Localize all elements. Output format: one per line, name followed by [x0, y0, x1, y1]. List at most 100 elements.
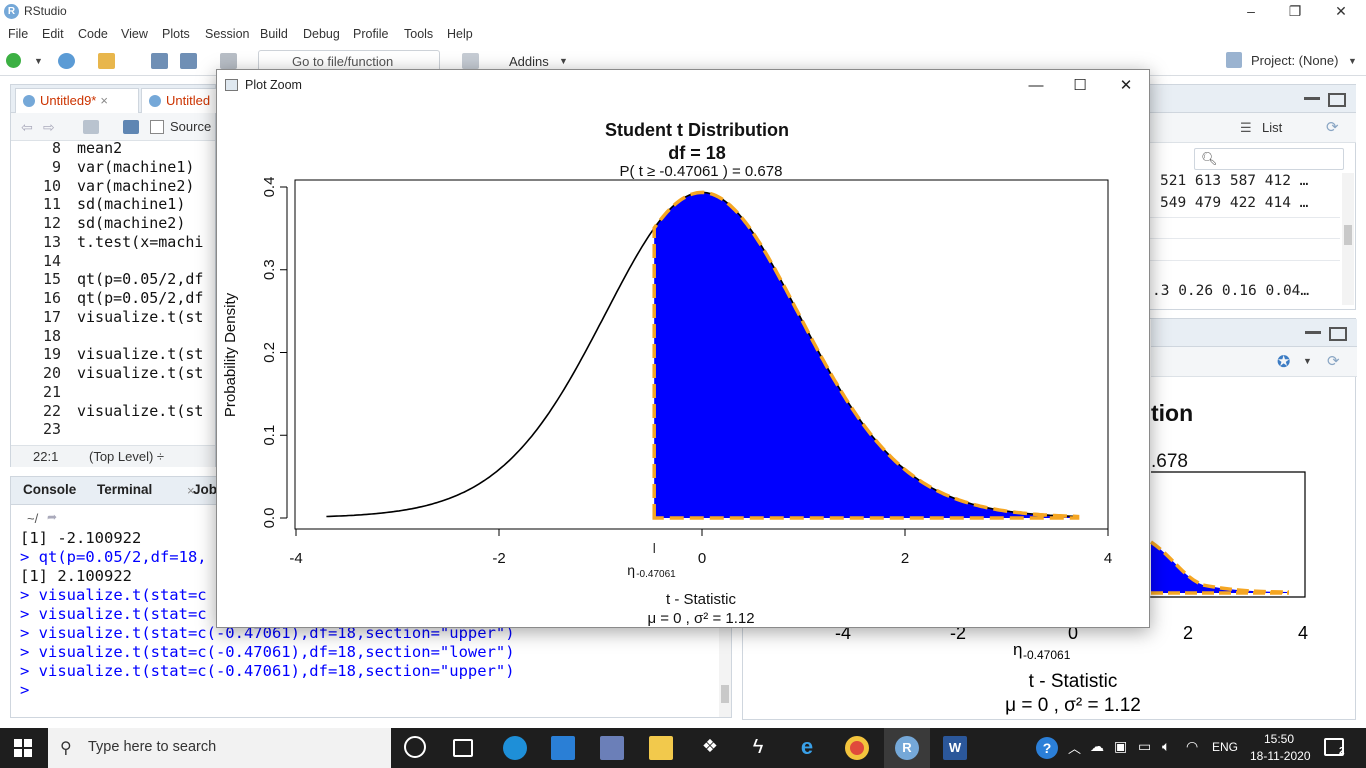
help-icon[interactable]: ? [1036, 737, 1058, 759]
tab-console[interactable]: Console [23, 482, 77, 497]
print-icon[interactable] [220, 53, 237, 69]
chevron-up-icon[interactable]: ︿ [1068, 741, 1082, 756]
edge-icon[interactable] [503, 736, 527, 760]
save-all-icon[interactable] [180, 53, 197, 69]
code-line[interactable]: qt(p=0.05/2,df [77, 289, 204, 307]
source-on-save-checkbox[interactable] [150, 120, 164, 134]
internet-explorer-icon[interactable]: e [800, 734, 814, 759]
code-line[interactable]: t.test(x=machi [77, 232, 204, 251]
console-output[interactable]: [1] -2.100922 > qt(p=0.05/2,df=18, [1] 2.1… [11, 529, 717, 719]
word-icon[interactable]: W [943, 736, 967, 760]
close-terminal-icon[interactable]: × [187, 483, 195, 498]
menu-plots[interactable]: Plots [162, 27, 190, 41]
goto-directory-icon[interactable]: ➦ [47, 510, 58, 524]
code-line[interactable]: qt(p=0.05/2,df [77, 270, 204, 289]
save-file-icon[interactable] [123, 120, 139, 134]
onedrive-icon[interactable]: ☁ [1090, 738, 1104, 754]
code-line[interactable]: sd(machine2) [77, 214, 186, 232]
cortana-icon[interactable] [404, 736, 426, 758]
show-in-window-icon[interactable] [83, 120, 99, 134]
pane-layout-icon[interactable] [462, 53, 479, 69]
code-editor[interactable]: 8 mean2 9 var(machine1) 10 var(machine2) 11 sd(… [11, 142, 215, 442]
plot-zoom-maximize-button[interactable]: ☐ [1073, 77, 1087, 94]
view-mode-select[interactable]: List [1262, 120, 1283, 135]
menu-tools[interactable]: Tools [404, 27, 434, 41]
tab-untitled9[interactable]: Untitled9* × [15, 88, 139, 113]
plot-zoom-title: Plot Zoom [245, 78, 302, 92]
menu-profile[interactable]: Profile [353, 27, 389, 41]
chart-y-tick-label: 0.0 [261, 508, 278, 529]
plot-zoom-title-bar: Plot Zoom — ☐ ✕ [217, 70, 1149, 101]
publish-chevron-down-icon[interactable]: ▼ [1303, 356, 1312, 366]
menu-code[interactable]: Code [78, 27, 108, 41]
network-adapter-icon[interactable]: ▣ [1114, 738, 1128, 754]
battery-icon[interactable]: ▭ [1138, 738, 1152, 754]
language-indicator[interactable]: ENG [1212, 740, 1239, 754]
minimize-window-button[interactable]: – [1247, 3, 1255, 19]
open-file-icon[interactable] [98, 53, 115, 69]
publish-icon[interactable]: ✪ [1277, 354, 1291, 371]
environment-scrollbar[interactable] [1342, 173, 1354, 305]
notifications-icon[interactable] [1324, 738, 1344, 756]
code-line[interactable]: sd(machine1) [77, 195, 186, 214]
start-button[interactable] [14, 739, 32, 757]
menu-view[interactable]: View [121, 27, 148, 41]
plot-zoom-minimize-button[interactable]: — [1028, 77, 1044, 94]
volume-icon[interactable]: 🔈︎ [1162, 738, 1171, 754]
minimize-pane-icon[interactable] [1305, 331, 1321, 337]
refresh-icon[interactable]: ⟳ [1327, 353, 1340, 370]
line-number: 16 [42, 289, 61, 307]
menu-file[interactable]: File [8, 27, 29, 41]
code-line[interactable]: visualize.t(st [77, 307, 204, 326]
plot-zoom-close-button[interactable]: ✕ [1119, 77, 1133, 94]
mail-icon[interactable] [551, 736, 575, 760]
code-line[interactable]: var(machine2) [77, 176, 195, 195]
chart-stat-label: η [627, 562, 635, 578]
scope-selector[interactable]: (Top Level) ÷ [89, 449, 165, 464]
minimize-pane-icon[interactable] [1304, 97, 1320, 103]
new-project-icon[interactable] [58, 53, 75, 69]
console-command: > visualize.t(stat=c [20, 586, 207, 604]
menu-session[interactable]: Session [205, 27, 250, 41]
file-explorer-icon[interactable] [649, 736, 673, 760]
code-line[interactable]: var(machine1) [77, 157, 195, 176]
project-menu[interactable]: Project: (None) [1251, 53, 1339, 68]
rstudio-taskbar-button[interactable]: R [884, 728, 930, 768]
maximize-pane-icon[interactable] [1328, 93, 1346, 107]
tab-terminal[interactable]: Terminal [97, 482, 153, 497]
restore-window-button[interactable]: ❐ [1288, 3, 1302, 19]
task-view-icon[interactable] [453, 739, 473, 757]
code-line[interactable]: visualize.t(st [77, 401, 204, 420]
addins-menu[interactable]: Addins [509, 54, 549, 69]
code-line[interactable]: visualize.t(st [77, 364, 204, 382]
save-icon[interactable] [151, 53, 168, 69]
menu-edit[interactable]: Edit [42, 27, 64, 41]
taskbar-search-input[interactable]: Type here to search [48, 728, 391, 768]
clock-time[interactable]: 15:50 [1264, 732, 1295, 746]
back-arrow-icon[interactable]: ⇦ [21, 119, 33, 135]
tab-untitled[interactable]: Untitled [141, 88, 221, 113]
close-window-button[interactable]: ✕ [1335, 3, 1347, 19]
console-scroll-thumb[interactable] [721, 685, 729, 703]
new-file-dropdown-icon[interactable]: ▼ [34, 56, 43, 66]
store-icon[interactable] [600, 736, 624, 760]
dropbox-icon[interactable]: ❖ [701, 736, 719, 756]
wifi-icon[interactable]: ◠ [1186, 738, 1199, 754]
menu-help[interactable]: Help [447, 27, 473, 41]
menu-build[interactable]: Build [260, 27, 288, 41]
chrome-icon[interactable] [845, 736, 869, 760]
menu-debug[interactable]: Debug [303, 27, 340, 41]
refresh-icon[interactable]: ⟳ [1326, 119, 1339, 136]
clock-date[interactable]: 18-11-2020 [1250, 749, 1311, 763]
environment-scroll-thumb[interactable] [1344, 225, 1352, 245]
code-line[interactable]: visualize.t(st [77, 345, 204, 364]
forward-arrow-icon[interactable]: ⇨ [43, 119, 55, 135]
environment-search-input[interactable]: 🔍︎ [1194, 148, 1344, 170]
code-line[interactable]: mean2 [77, 142, 123, 157]
winamp-icon[interactable]: ϟ [752, 736, 764, 758]
close-tab-icon[interactable]: × [100, 93, 108, 108]
new-file-icon[interactable] [6, 53, 21, 68]
r-file-icon [23, 95, 35, 107]
maximize-pane-icon[interactable] [1329, 327, 1347, 341]
console-output-line: [1] 2.100922 [20, 567, 132, 585]
